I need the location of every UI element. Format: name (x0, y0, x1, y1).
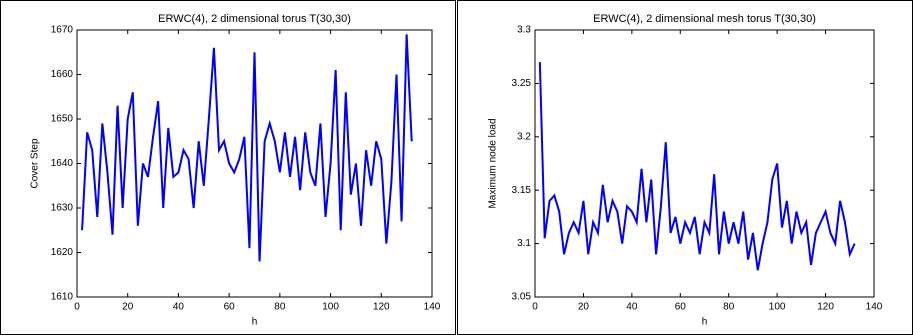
x-tick-label: 20 (578, 302, 590, 313)
x-tick-label: 40 (626, 302, 638, 313)
y-tick-label: 3.3 (517, 25, 531, 36)
y-tick-label: 3.25 (512, 78, 532, 89)
x-axis-label: h (252, 317, 258, 328)
y-tick-label: 1650 (51, 114, 74, 125)
y-tick-label: 1660 (51, 69, 74, 80)
x-tick-label: 20 (122, 302, 134, 313)
chart-title: ERWC(4), 2 dimensional mesh torus T(30,3… (593, 13, 816, 25)
x-tick-label: 60 (224, 302, 236, 313)
data-line (538, 62, 856, 271)
y-tick-label: 3.15 (512, 185, 532, 196)
x-tick-label: 120 (817, 302, 834, 313)
x-tick-label: 80 (723, 302, 735, 313)
y-tick-label: 3.1 (517, 238, 531, 249)
x-axis-label: h (702, 317, 708, 328)
y-tick-label: 3.05 (512, 292, 532, 303)
y-tick-label: 1670 (51, 25, 74, 36)
y-tick-label: 3.2 (517, 131, 531, 142)
x-tick-label: 100 (769, 302, 786, 313)
x-tick-label: 120 (373, 302, 390, 313)
x-tick-label: 60 (675, 302, 687, 313)
x-tick-label: 0 (74, 302, 80, 313)
chart-title: ERWC(4), 2 dimensional torus T(30,30) (158, 13, 351, 25)
y-axis-label: Cover Step (30, 138, 41, 188)
x-tick-label: 80 (274, 302, 286, 313)
y-tick-label: 1640 (51, 158, 74, 169)
y-axis-label: Maximum node load (488, 118, 499, 208)
x-tick-label: 140 (424, 302, 441, 313)
plot-area (534, 29, 875, 298)
x-tick-label: 140 (866, 302, 883, 313)
x-tick-label: 0 (532, 302, 538, 313)
y-tick-label: 1610 (51, 292, 74, 303)
y-tick-label: 1630 (51, 203, 74, 214)
x-tick-label: 40 (173, 302, 185, 313)
data-line (81, 34, 413, 262)
y-tick-label: 1620 (51, 247, 74, 258)
x-tick-label: 100 (322, 302, 339, 313)
